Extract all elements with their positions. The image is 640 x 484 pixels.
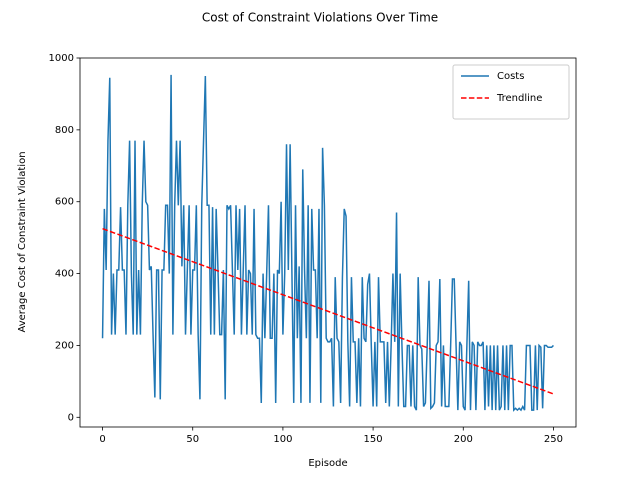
y-axis-label: Average Cost of Constraint Violation: [17, 151, 28, 332]
series-line: [101, 74, 554, 412]
y-tick-label: 1000: [49, 53, 74, 64]
series-line: [102, 227, 554, 395]
y-tick-label: 0: [68, 412, 74, 423]
y-tick-label: 400: [55, 269, 74, 280]
legend-box: [452, 64, 570, 120]
x-tick-label: 100: [273, 434, 292, 445]
y-tick-label: 600: [55, 197, 74, 208]
x-tick-label: 200: [454, 434, 473, 445]
x-tick-label: 0: [99, 434, 105, 445]
y-tick-label: 200: [55, 340, 74, 351]
x-axis-label: Episode: [308, 458, 347, 469]
x-tick-label: 150: [364, 434, 383, 445]
x-tick-label: 50: [186, 434, 199, 445]
y-tick-label: 800: [55, 125, 74, 136]
legend-label: Costs: [497, 71, 524, 82]
legend-label: Trendline: [496, 93, 542, 104]
axes-frame: [79, 57, 577, 428]
x-tick-label: 250: [544, 434, 563, 445]
chart-title: Cost of Constraint Violations Over Time: [202, 11, 438, 25]
